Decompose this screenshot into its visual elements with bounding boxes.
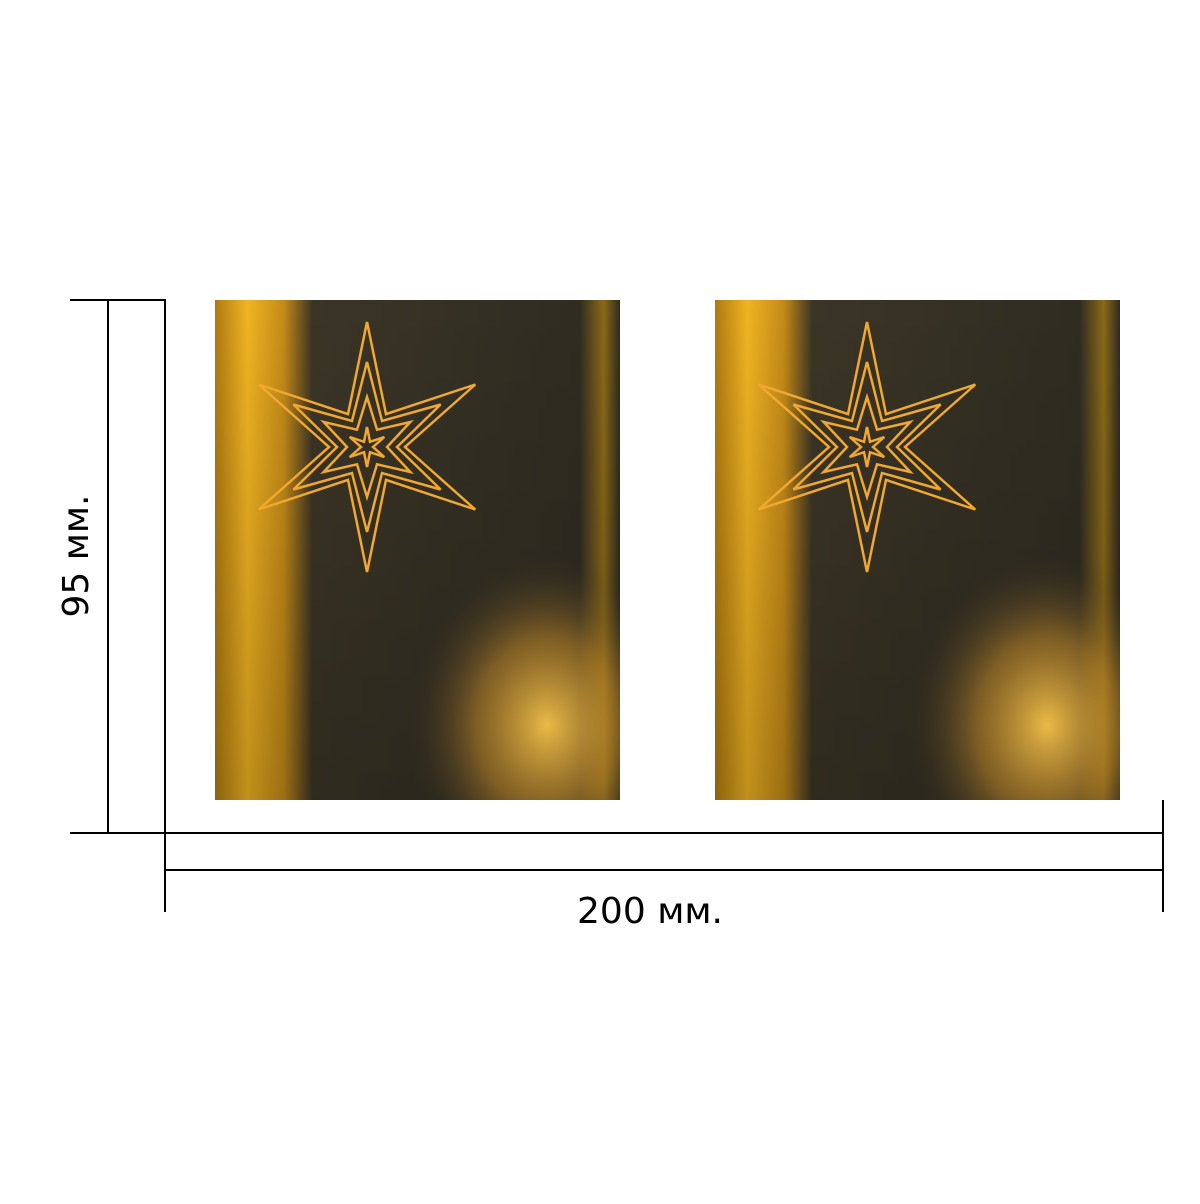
card-right	[713, 298, 1122, 802]
width-dimension: 200 мм.	[164, 800, 1164, 932]
height-dimension: 95 мм.	[56, 299, 166, 834]
height-label: 95 мм.	[56, 494, 97, 617]
card-left	[213, 298, 622, 802]
width-label: 200 мм.	[577, 891, 723, 932]
